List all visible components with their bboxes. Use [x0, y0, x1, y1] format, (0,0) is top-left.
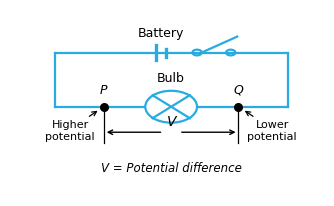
Text: V = Potential difference: V = Potential difference	[101, 161, 241, 174]
Text: Higher
potential: Higher potential	[45, 120, 95, 141]
Text: Lower
potential: Lower potential	[247, 120, 297, 141]
Text: V: V	[166, 115, 176, 129]
Text: Battery: Battery	[138, 27, 184, 40]
Text: Q: Q	[233, 83, 243, 96]
Text: Bulb: Bulb	[157, 71, 185, 84]
Circle shape	[145, 91, 197, 123]
Text: P: P	[100, 83, 108, 96]
